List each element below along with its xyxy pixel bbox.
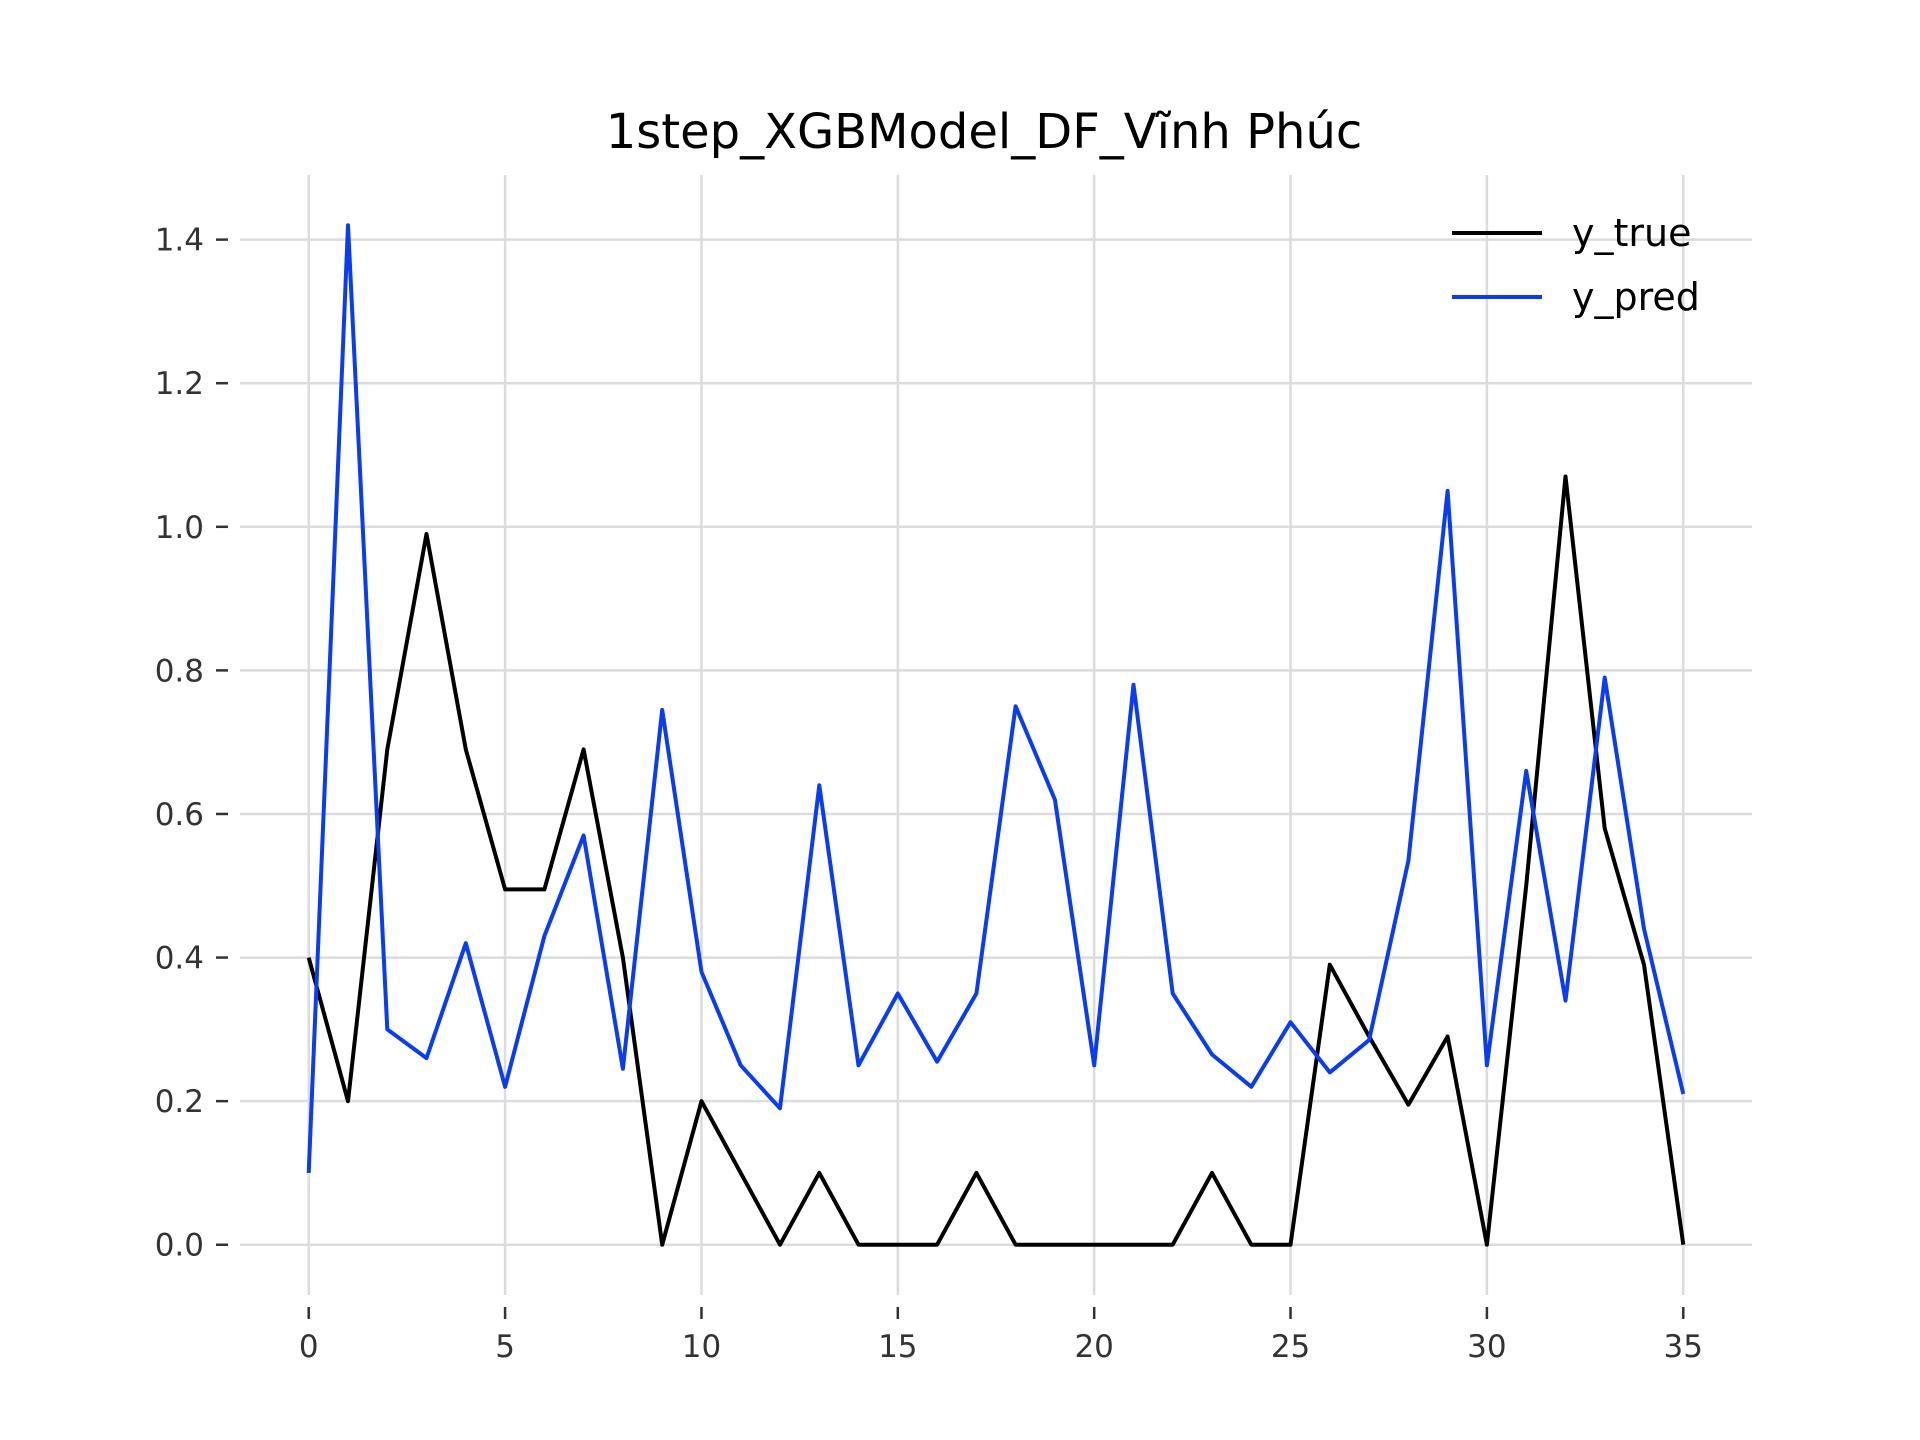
y-tick-label: 1.2 <box>155 366 204 402</box>
legend-label-y-pred: y_pred <box>1572 275 1700 319</box>
y-tick-label: 1.0 <box>155 510 204 546</box>
legend: y_true y_pred <box>1452 211 1700 319</box>
series-lines <box>306 223 1686 1247</box>
x-tick-label: 15 <box>878 1329 917 1365</box>
x-tick-label: 5 <box>495 1329 515 1365</box>
chart-title: 1step_XGBModel_DF_Vĩnh Phúc <box>606 104 1363 160</box>
y-tick-label: 0.0 <box>155 1228 204 1264</box>
x-tick-label: 35 <box>1664 1329 1703 1365</box>
x-tick-label: 25 <box>1271 1329 1310 1365</box>
y-tick-label: 0.8 <box>155 653 204 689</box>
x-tick-label: 10 <box>682 1329 721 1365</box>
series-line-y-pred <box>306 223 1686 1173</box>
x-tick-label: 20 <box>1074 1329 1113 1365</box>
legend-label-y-true: y_true <box>1572 211 1691 255</box>
y-axis: 0.0 0.2 0.4 0.6 0.8 1.0 1.2 1.4 <box>155 223 228 1264</box>
y-tick-label: 0.6 <box>155 797 204 833</box>
y-tick-label: 0.4 <box>155 941 204 977</box>
x-tick-label: 30 <box>1467 1329 1506 1365</box>
series-line-y-true <box>306 474 1686 1247</box>
x-axis: 0 5 10 15 20 25 30 35 <box>299 1307 1703 1365</box>
y-tick-label: 1.4 <box>155 223 204 259</box>
y-tick-label: 0.2 <box>155 1084 204 1120</box>
x-tick-label: 0 <box>299 1329 319 1365</box>
grid <box>240 175 1752 1295</box>
